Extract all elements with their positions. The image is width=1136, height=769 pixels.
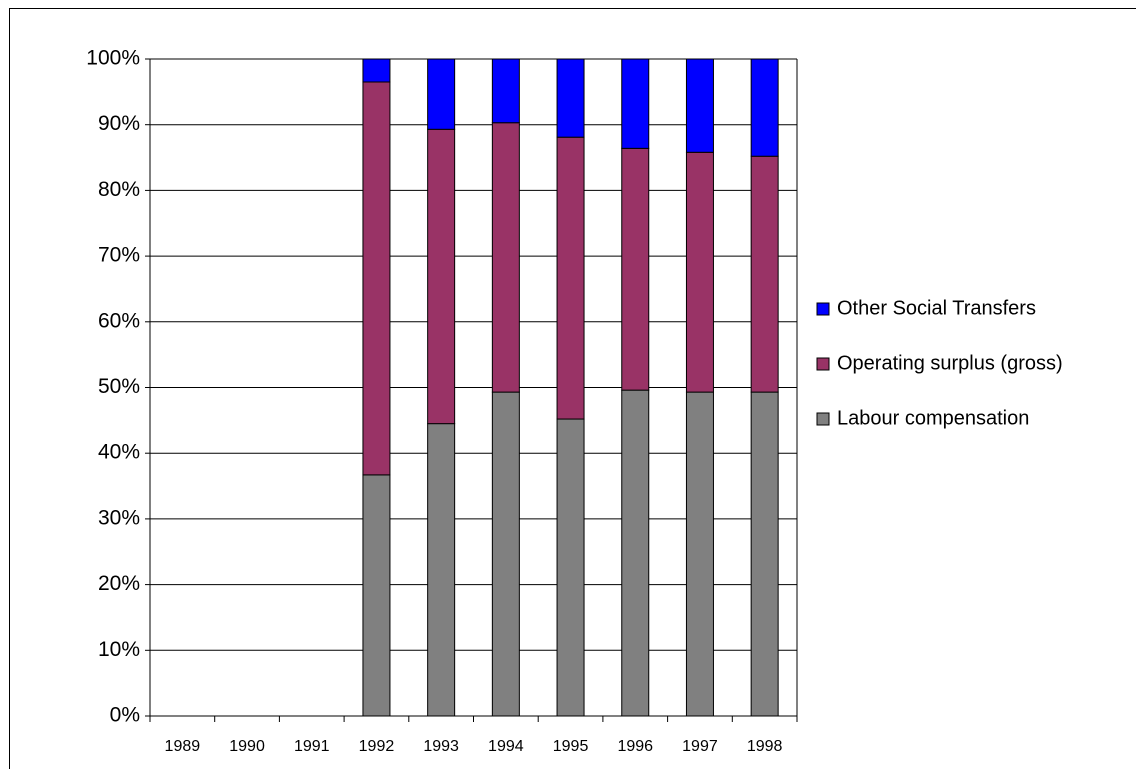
bar-segment — [491, 391, 520, 717]
y-tick-label: 100% — [86, 47, 140, 70]
y-tick-label: 70% — [98, 244, 140, 267]
y-tick-label: 90% — [98, 112, 140, 135]
x-tick-label: 1994 — [488, 738, 524, 755]
x-tick-label: 1991 — [294, 738, 330, 755]
bar-segment — [621, 58, 650, 149]
x-tick-label: 1992 — [359, 738, 395, 755]
x-tick-label: 1997 — [682, 738, 718, 755]
bar-segment — [621, 147, 650, 391]
legend-swatch — [816, 412, 830, 426]
bar-segment — [362, 81, 391, 476]
bar-segment — [491, 122, 520, 393]
bar-segment — [556, 136, 585, 420]
y-tick-label: 10% — [98, 638, 140, 661]
y-tick-label: 40% — [98, 441, 140, 464]
y-tick-label: 0% — [110, 704, 140, 727]
bar-segment — [750, 58, 779, 157]
x-tick-label: 1993 — [423, 738, 459, 755]
y-tick-label: 80% — [98, 178, 140, 201]
bar-segment — [556, 418, 585, 717]
bar-segment — [362, 474, 391, 717]
bar-segment — [427, 58, 456, 130]
bar-segment — [750, 155, 779, 393]
x-tick-label: 1995 — [553, 738, 589, 755]
bar-segment — [362, 58, 391, 83]
legend-label: Labour compensation — [837, 407, 1029, 429]
x-tick-label: 1990 — [229, 738, 265, 755]
bar-segment — [685, 391, 714, 717]
y-tick-label: 60% — [98, 309, 140, 332]
y-tick-label: 20% — [98, 572, 140, 595]
x-tick-label: 1996 — [617, 738, 653, 755]
bar-segment — [621, 389, 650, 717]
legend-swatch — [816, 302, 830, 316]
y-tick-label: 30% — [98, 506, 140, 529]
bar-segment — [556, 58, 585, 138]
bar-segment — [750, 391, 779, 717]
x-tick-label: 1998 — [747, 738, 783, 755]
y-tick-label: 50% — [98, 375, 140, 398]
legend-swatch — [816, 357, 830, 371]
bar-segment — [685, 58, 714, 153]
x-tick-label: 1989 — [165, 738, 201, 755]
legend-label: Operating surplus (gross) — [837, 352, 1063, 374]
bar-segment — [427, 423, 456, 717]
bar-segment — [685, 151, 714, 393]
legend-label: Other Social Transfers — [837, 297, 1036, 319]
bar-segment — [427, 128, 456, 425]
bar-segment — [491, 58, 520, 124]
